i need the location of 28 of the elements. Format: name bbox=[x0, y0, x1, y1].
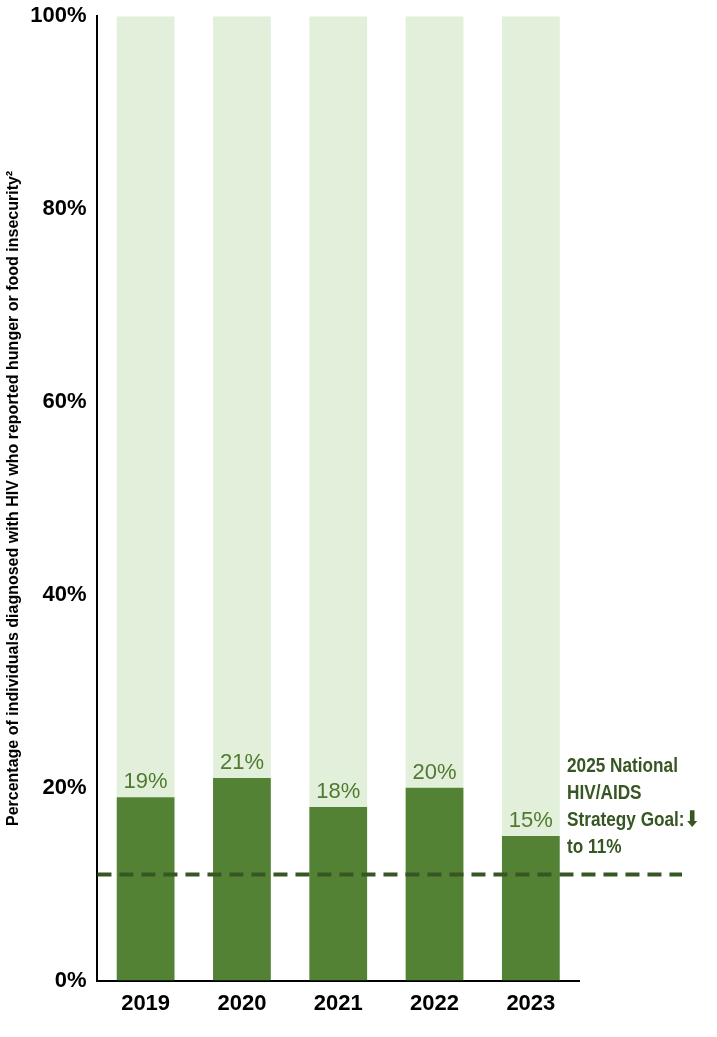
bar bbox=[213, 778, 271, 981]
bar bbox=[501, 16, 560, 836]
bar bbox=[405, 16, 464, 788]
bar bbox=[309, 16, 368, 808]
y-tick-label: 20% bbox=[42, 773, 87, 799]
data-label: 15% bbox=[508, 807, 553, 832]
data-label: 21% bbox=[219, 749, 264, 775]
bar bbox=[116, 797, 175, 981]
x-tick-label: 2019 bbox=[121, 989, 171, 1015]
bar bbox=[501, 835, 560, 981]
x-tick-label: 2023 bbox=[506, 989, 556, 1015]
y-tick-label: 40% bbox=[42, 580, 87, 606]
y-tick-label: 100% bbox=[30, 2, 87, 28]
bar bbox=[309, 807, 368, 981]
bar bbox=[213, 16, 271, 779]
x-tick-label: 2021 bbox=[313, 989, 363, 1015]
data-label: 18% bbox=[316, 778, 361, 804]
ref-line-label: 2025 National HIV/AIDS Strategy Goal:⬇ to 11% bbox=[567, 752, 699, 857]
x-tick-label: 2022 bbox=[410, 989, 460, 1015]
y-tick-label: 60% bbox=[42, 388, 87, 414]
y-axis-title: Percentage of individuals diagnosed with HIV who reported hunger or food insecurity² bbox=[4, 170, 22, 826]
x-tick-label: 2020 bbox=[217, 989, 267, 1015]
data-label: 19% bbox=[123, 768, 168, 794]
y-tick-label: 0% bbox=[54, 966, 87, 992]
bar bbox=[116, 16, 175, 798]
bar bbox=[405, 787, 464, 981]
y-tick-label: 80% bbox=[42, 195, 87, 221]
data-label: 20% bbox=[412, 758, 457, 784]
